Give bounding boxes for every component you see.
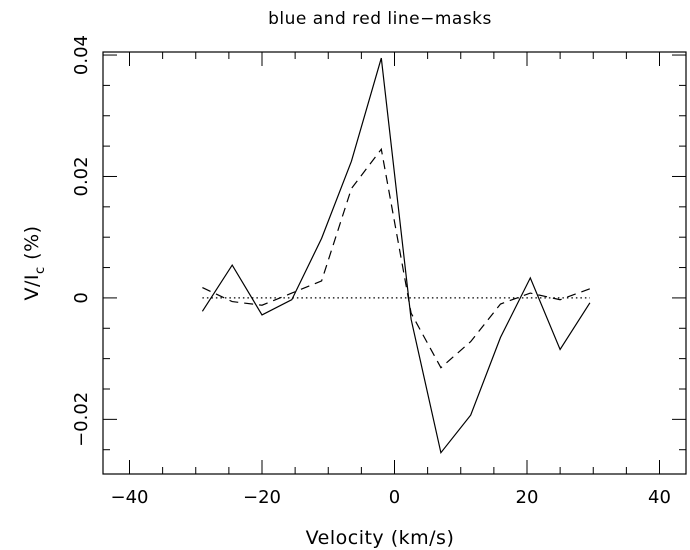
y-tick-label: −0.02 [71,392,92,447]
series-line-solid [201,57,591,455]
y-axis-label-main: V/I [21,274,43,301]
y-tick-label: 0.02 [71,156,92,196]
x-tick-label: 40 [648,487,671,508]
chart-title: blue and red line−masks [268,9,492,29]
x-tick-labels: −40 −20 0 20 40 [111,487,671,508]
plot-frame [102,51,687,475]
y-tick-label: 0 [71,292,92,303]
series-line-dashed [202,147,591,369]
y-tick-labels: −0.02 0 0.02 0.04 [71,35,92,447]
ticks [103,52,686,474]
y-axis-label-subscript: c [33,266,48,274]
y-axis-label-unit: (%) [21,225,43,266]
series [201,57,591,455]
x-axis-label: Velocity (km/s) [306,527,455,549]
x-tick-label: −40 [111,487,149,508]
x-tick-label: −20 [243,487,281,508]
y-axis-label-unit-text: (%) [21,225,43,259]
y-tick-label: 0.04 [71,35,92,75]
x-tick-label: 20 [516,487,539,508]
y-axis-label: V/Ic (%) [21,225,48,300]
x-tick-label: 0 [389,487,400,508]
